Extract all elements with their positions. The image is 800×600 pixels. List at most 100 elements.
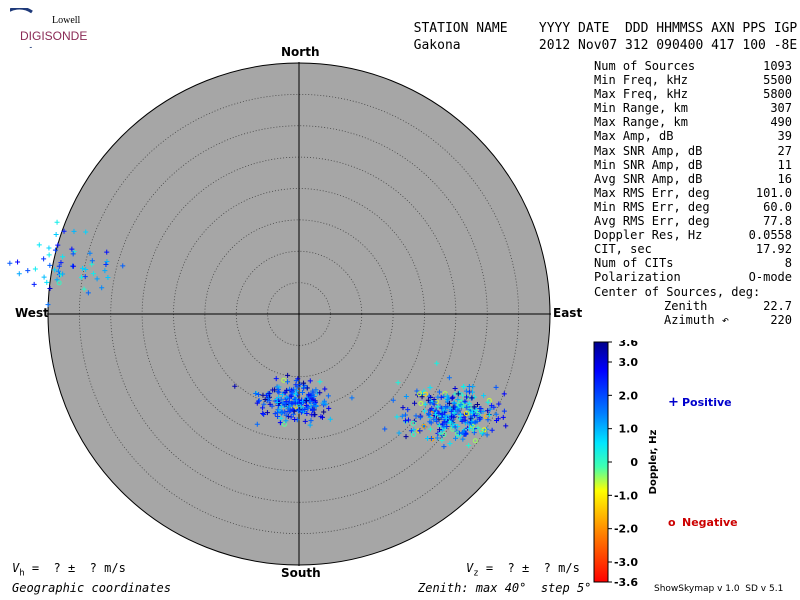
source-point xyxy=(287,408,293,414)
source-point xyxy=(417,428,423,434)
source-point xyxy=(436,389,442,395)
source-point xyxy=(412,400,418,406)
stat-row: Polarization O-mode xyxy=(594,270,792,284)
legend-positive: + Positive xyxy=(668,395,732,410)
source-point xyxy=(461,403,467,409)
stat-value: 101.0 xyxy=(755,185,792,200)
logo-arc xyxy=(10,8,33,48)
source-point xyxy=(290,406,296,412)
source-point xyxy=(265,395,271,401)
source-point xyxy=(261,411,267,417)
source-point xyxy=(473,407,479,413)
source-point xyxy=(320,414,326,420)
source-point xyxy=(406,417,412,423)
logo-text-digisonde: DIGISONDE xyxy=(20,29,87,43)
colorbar-gradient xyxy=(593,341,609,583)
source-point xyxy=(7,260,13,266)
source-point xyxy=(428,426,433,432)
stat-row: Max SNR Amp, dB 27 xyxy=(594,144,792,158)
source-point xyxy=(41,274,47,280)
source-point xyxy=(440,407,446,413)
header-values-row: Gakona 2012 Nov07 312 090400 417 100 -8E xyxy=(398,23,798,53)
source-point xyxy=(300,408,306,414)
west-label: West xyxy=(15,306,49,320)
source-point xyxy=(501,408,507,414)
source-point xyxy=(15,259,21,265)
logo-text-lowell: Lowell xyxy=(52,15,81,26)
source-point xyxy=(470,410,476,416)
source-point xyxy=(56,263,62,269)
source-point xyxy=(463,404,469,410)
source-point xyxy=(302,418,308,424)
stat-label: Min Range, km xyxy=(594,101,688,116)
source-point xyxy=(58,260,64,266)
header-date-values: 2012 Nov07 312 090400 417 100 -8E xyxy=(538,38,798,53)
source-point xyxy=(303,403,309,409)
source-points xyxy=(7,219,509,450)
source-point xyxy=(266,398,272,404)
source-point xyxy=(281,377,287,383)
source-point xyxy=(437,427,443,433)
statistics-panel: Num of Sources 1093 Min Freq, kHz 5500 Max F… xyxy=(594,59,792,327)
stat-label: Min SNR Amp, dB xyxy=(594,157,703,172)
source-point xyxy=(475,425,481,431)
source-point xyxy=(464,394,470,400)
source-point xyxy=(447,420,453,426)
source-point xyxy=(305,405,311,411)
colorbar-tick-label: 0 xyxy=(630,456,638,469)
source-point xyxy=(31,281,37,287)
lowell-digisonde-logo: Lowell DIGISONDE xyxy=(10,8,87,48)
source-point xyxy=(70,263,76,269)
source-point xyxy=(56,280,62,286)
source-point xyxy=(478,428,484,434)
source-point xyxy=(282,390,288,396)
source-point xyxy=(485,408,491,414)
source-point xyxy=(458,402,464,408)
source-point xyxy=(432,411,438,417)
source-point xyxy=(439,412,445,418)
stat-value: 39 xyxy=(777,129,792,144)
stat-row: Doppler Res, Hz 0.0558 xyxy=(594,228,792,242)
source-point xyxy=(452,424,458,430)
stat-value: 490 xyxy=(770,115,792,130)
source-point xyxy=(253,391,259,397)
source-point xyxy=(457,412,463,418)
source-point xyxy=(408,428,414,434)
source-point xyxy=(269,403,275,409)
stat-label: Avg SNR Amp, dB xyxy=(594,171,703,186)
source-point xyxy=(54,277,60,283)
source-point xyxy=(426,412,432,418)
stat-label: CIT, sec xyxy=(594,242,652,257)
source-point xyxy=(446,375,452,381)
colorbar-tick-label: -3.0 xyxy=(614,556,638,569)
source-point xyxy=(431,397,437,403)
source-point xyxy=(286,406,292,412)
source-point xyxy=(103,262,109,268)
source-point xyxy=(447,405,453,411)
vh-subscript: h xyxy=(19,568,25,579)
source-point xyxy=(104,259,110,265)
source-point xyxy=(284,394,290,400)
positive-symbol: + xyxy=(668,395,679,410)
source-point xyxy=(283,418,289,424)
stat-row: Zenith 22.7 xyxy=(594,299,792,313)
colorbar-ticks: 3.6 3.0 2.0 1.0 0 -1.0 -2.0 -3.0 -3.6 xyxy=(608,340,638,589)
source-point xyxy=(462,411,468,417)
source-point xyxy=(264,393,270,399)
vertical-velocity: Vz = ? ± ? m/s xyxy=(466,561,580,578)
source-point xyxy=(287,404,293,410)
source-point xyxy=(255,398,261,404)
source-point xyxy=(85,290,91,296)
source-point xyxy=(481,393,487,399)
source-point xyxy=(395,380,401,386)
source-point xyxy=(60,254,66,260)
source-point xyxy=(489,427,495,433)
source-point xyxy=(232,383,238,389)
source-point xyxy=(274,400,280,406)
source-point xyxy=(421,408,427,414)
source-point xyxy=(71,249,77,255)
vh-symbol: V xyxy=(12,561,20,575)
source-point xyxy=(480,408,486,414)
source-point xyxy=(254,421,260,427)
source-point xyxy=(290,390,296,396)
